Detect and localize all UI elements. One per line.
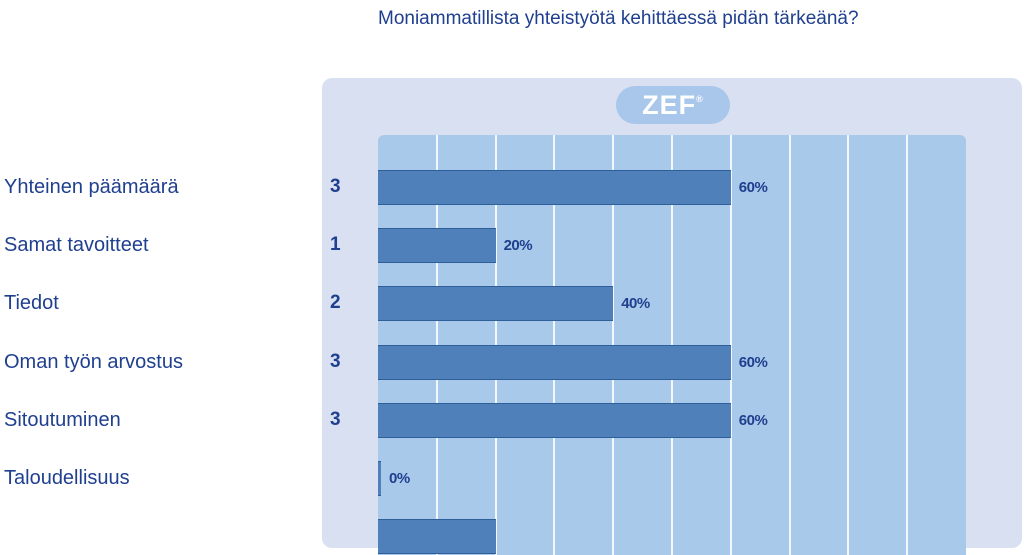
bar: [378, 170, 731, 205]
category-label: Samat tavoitteet: [4, 234, 149, 257]
bar: [378, 228, 496, 264]
value-label: 60%: [738, 411, 768, 429]
bar-truncated: [378, 519, 496, 555]
bar: [378, 286, 614, 322]
bar: [378, 344, 731, 380]
chart-title: Moniammatillista yhteistyötä kehittäessä…: [378, 8, 859, 29]
gridline: [906, 135, 909, 555]
gridline: [847, 135, 850, 555]
response-count: 3: [330, 176, 341, 197]
value-label: 0%: [389, 470, 410, 487]
logo-mark: ®: [696, 94, 704, 104]
category-label: Sitoutuminen: [4, 408, 121, 431]
value-label: 40%: [621, 295, 650, 313]
category-label: Tiedot: [4, 292, 59, 315]
value-label: 60%: [738, 179, 768, 196]
response-count: 1: [330, 234, 341, 256]
category-label: Yhteinen päämäärä: [4, 176, 179, 198]
category-label: Taloudellisuus: [4, 467, 130, 489]
response-count: 3: [330, 350, 341, 372]
bar: [378, 461, 381, 496]
value-label: 20%: [503, 237, 533, 255]
response-count: 3: [330, 408, 341, 430]
value-label: 60%: [738, 353, 768, 371]
category-label: Oman työn arvostus: [4, 350, 183, 373]
bar: [378, 402, 731, 438]
logo-text: ZEF: [642, 90, 697, 120]
response-count: 2: [330, 292, 341, 314]
gridline: [729, 135, 732, 555]
zef-logo: ZEF®: [616, 86, 730, 124]
gridline: [788, 135, 791, 555]
